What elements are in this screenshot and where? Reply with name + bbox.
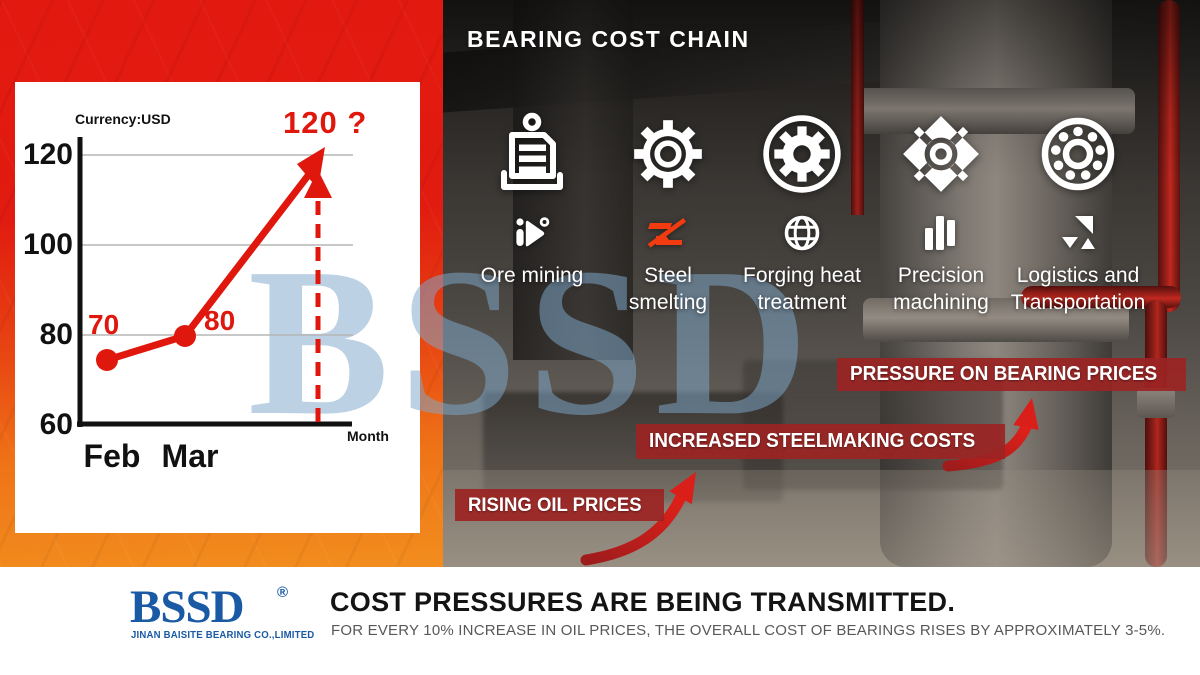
bssd-watermark: BSSD [248,224,819,459]
globe-icon [727,212,877,254]
data-point-mar [174,325,196,347]
bearing-cost-chain-title: BEARING COST CHAIN [467,26,750,52]
point-value-70: 70 [88,309,120,340]
gear-icon [593,110,743,198]
bars-icon [866,212,1016,254]
banner-text: RISING OIL PRICES [468,493,642,516]
step-label: Ore mining [457,262,607,289]
y-tick-100: 100 [22,228,73,261]
step-label-line: Steel [644,264,692,287]
registered-trademark-icon: ® [277,584,289,601]
projection-value-label: 120 ? [283,105,368,140]
point-value-80: 80 [204,305,236,336]
step-label-line: treatment [757,291,847,314]
chain-step-precision-machining: Precision machining [866,110,1016,316]
step-label-line: smelting [628,291,708,314]
month-axis-label: Month [347,428,389,444]
x-tick-mar: Mar [161,438,219,474]
step-label-line: Transportation [1010,291,1146,314]
banner-text: PRESSURE ON BEARING PRICES [850,363,1158,385]
factory-background [443,0,1200,567]
banner-rising-oil-prices: RISING OIL PRICES [455,489,664,521]
banner-pressure-on-bearing-prices: PRESSURE ON BEARING PRICES [837,358,1187,391]
chain-step-steel-smelting: Steel smelting [593,110,743,316]
x-tick-feb: Feb [83,438,141,474]
chain-step-forging-heat-treatment: Forging heat treatment [727,110,877,316]
step-label-line: Forging heat [743,264,861,287]
chain-step-ore-mining: Ore mining [457,110,607,289]
step-label: Precision machining [866,262,1016,316]
footer-subline: FOR EVERY 10% INCREASE IN OIL PRICES, TH… [331,622,1166,639]
y-tick-120: 120 [22,138,73,171]
ball-bearing-icon [1003,110,1153,198]
step-label: Forging heat treatment [727,262,877,316]
step-label-line: Logistics and [1016,264,1140,287]
y-tick-60: 60 [39,408,73,441]
data-point-feb [96,349,118,371]
triangles-icon [1003,212,1153,254]
bg-vignette [443,0,1200,567]
footer-bar [0,567,1200,675]
gear-ring-icon [727,110,877,198]
arrow-rising-to-steelmaking [580,472,696,566]
footer-headline: COST PRESSURES ARE BEING TRANSMITTED. [330,587,956,617]
currency-label: Currency:USD [75,111,171,127]
step-label: Steel smelting [593,262,743,316]
furnace-icon [593,212,743,254]
step-label: Logistics and Transportation [1003,262,1153,316]
pickaxe-icon [457,212,607,254]
step-label-line: Ore mining [480,264,584,287]
machining-diamond-icon [866,110,1016,198]
banner-text: INCREASED STEELMAKING COSTS [649,430,976,452]
company-name: JINAN BAISITE BEARING CO.,LIMITED [131,630,315,641]
mine-hoist-icon [457,110,607,198]
banner-increased-steelmaking-costs: INCREASED STEELMAKING COSTS [636,424,1006,459]
y-tick-80: 80 [39,318,73,351]
chart-canvas [77,137,353,427]
step-label-line: machining [893,291,989,314]
step-label-line: Precision [897,264,985,287]
chain-step-logistics-transportation: Logistics and Transportation [1003,110,1153,316]
trend-arrowhead-icon [297,147,325,189]
bssd-logo: BSSD [130,581,245,633]
